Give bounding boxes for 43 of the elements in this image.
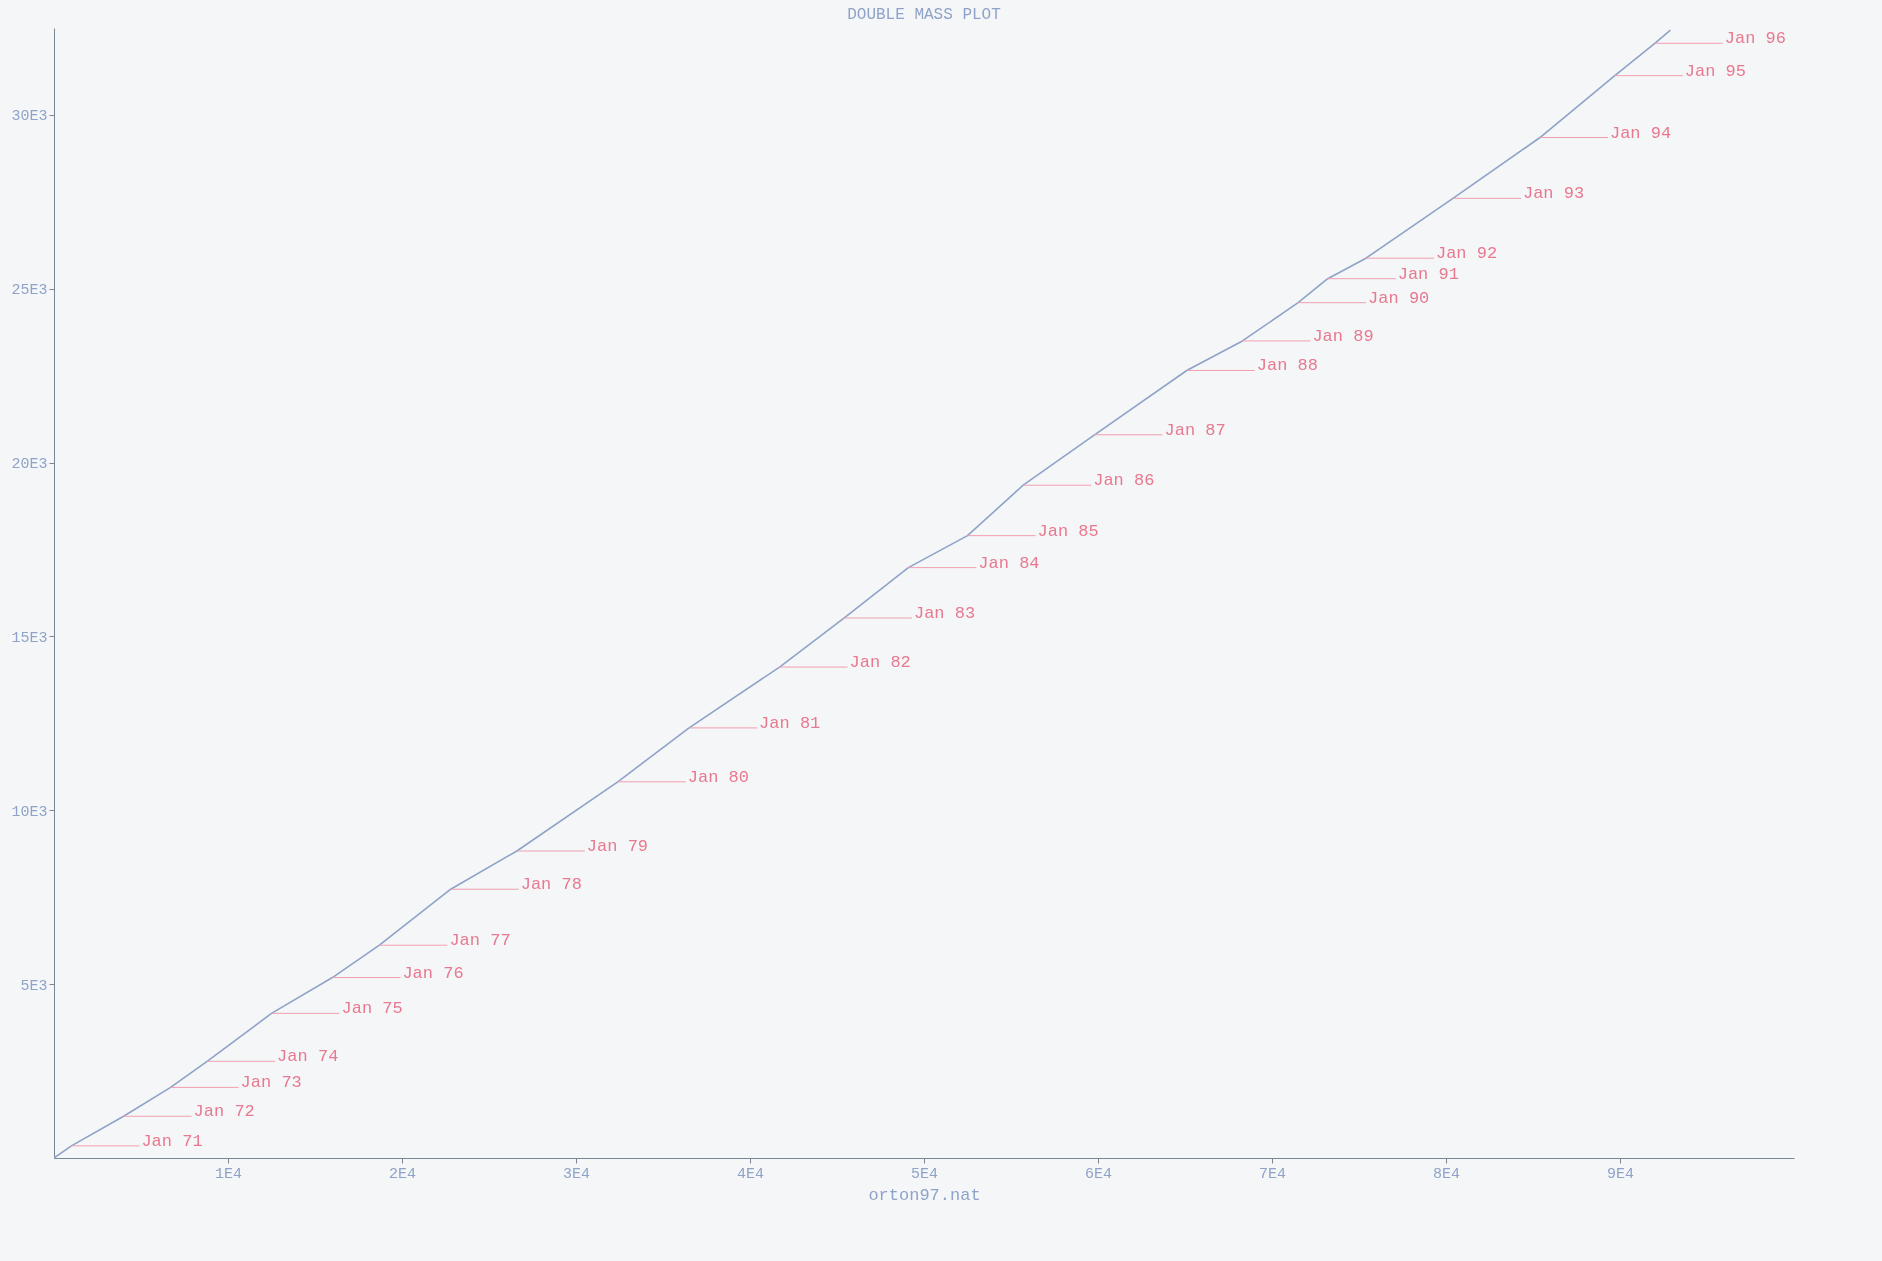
annotation: Jan 85 — [1037, 521, 1099, 541]
annotation: Jan 76 — [402, 963, 464, 983]
x-tick-label: 7E4 — [1258, 1165, 1287, 1183]
annotation: Jan 88 — [1256, 356, 1318, 376]
annotation: Jan 94 — [1609, 123, 1672, 143]
x-tick-label: 6E4 — [1084, 1165, 1113, 1183]
x-tick-label: 3E4 — [562, 1165, 591, 1183]
annotation: Jan 73 — [240, 1073, 302, 1093]
chart-title: DOUBLE MASS PLOT — [847, 6, 1001, 24]
x-tick-label: 2E4 — [388, 1165, 417, 1183]
y-tick-label: 20E3 — [11, 456, 48, 474]
annotation: Jan 79 — [586, 836, 649, 856]
x-tick-label: 4E4 — [736, 1165, 765, 1183]
x-tick-label: 1E4 — [214, 1165, 243, 1183]
annotation: Jan 84 — [978, 553, 1040, 573]
y-tick-label: 10E3 — [11, 803, 48, 821]
annotation: Jan 92 — [1435, 244, 1498, 264]
annotation: Jan 83 — [913, 604, 976, 624]
annotation: Jan 87 — [1164, 420, 1226, 440]
annotation: Jan 90 — [1368, 288, 1430, 308]
annotation: Jan 71 — [141, 1131, 203, 1151]
annotation: Jan 74 — [277, 1047, 339, 1067]
y-tick-label: 15E3 — [11, 629, 48, 647]
annotation: Jan 96 — [1724, 29, 1787, 49]
x-axis-title: orton97.nat — [868, 1185, 981, 1205]
annotation: Jan 72 — [193, 1102, 255, 1122]
x-tick-label: 8E4 — [1432, 1165, 1461, 1183]
annotation: Jan 78 — [520, 875, 582, 895]
annotation: Jan 77 — [449, 931, 511, 951]
annotation: Jan 75 — [341, 999, 403, 1019]
y-tick-label: 30E3 — [11, 108, 48, 126]
y-tick-label: 25E3 — [11, 282, 48, 300]
x-tick-label: 9E4 — [1606, 1165, 1635, 1183]
annotation: Jan 89 — [1312, 326, 1374, 346]
annotation: Jan 93 — [1522, 184, 1585, 204]
annotation: Jan 82 — [849, 653, 911, 673]
x-tick-label: 5E4 — [910, 1165, 939, 1183]
annotation: Jan 80 — [687, 767, 749, 787]
annotation: Jan 91 — [1397, 264, 1459, 284]
y-tick-label: 5E3 — [20, 977, 48, 995]
annotation: Jan 86 — [1093, 471, 1155, 491]
annotation: Jan 81 — [759, 713, 821, 733]
annotation: Jan 95 — [1684, 61, 1746, 81]
